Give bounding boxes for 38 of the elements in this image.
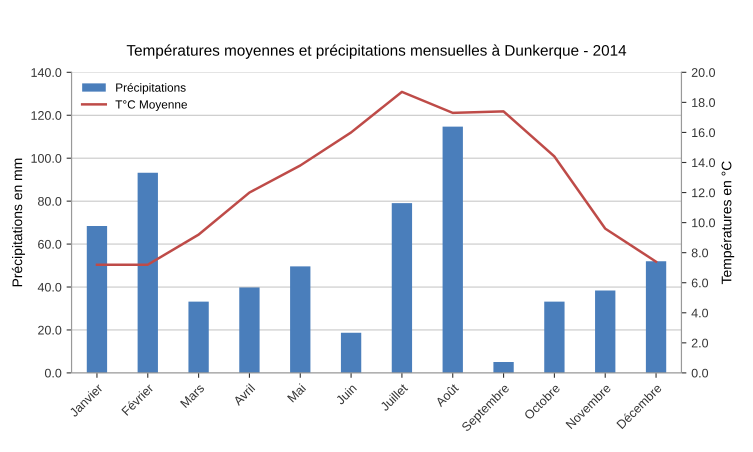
y-tick-label: 140.0	[31, 68, 62, 77]
bar	[340, 332, 362, 373]
y2-tick-label: 8.0	[692, 248, 708, 258]
bar	[138, 172, 158, 373]
x-tick-label: Juin	[335, 383, 358, 406]
y-axis-title: Précipitations en mm	[12, 158, 25, 286]
bar	[595, 290, 616, 373]
bar	[493, 362, 514, 373]
y-tick-label: 120.0	[31, 111, 62, 120]
bar	[86, 226, 108, 373]
y-tick-label: 80.0	[38, 196, 62, 206]
bar	[239, 287, 260, 373]
y2-tick-label: 16.0	[692, 128, 716, 138]
y2-tick-label: 12.0	[692, 188, 716, 198]
y2-tick-label: 2.0	[692, 338, 708, 348]
y-tick-label: 40.0	[38, 282, 62, 292]
bar	[392, 203, 412, 373]
y-tick-label: 100.0	[31, 154, 62, 163]
chart-title: Températures moyennes et précipitations mensuelles à Dunkerque - 2014	[126, 44, 626, 59]
y2-tick-label: 6.0	[692, 278, 708, 288]
y2-tick-label: 0.0	[692, 368, 708, 378]
y2-tick-label: 20.0	[692, 68, 716, 77]
y2-tick-label: 4.0	[691, 308, 708, 318]
legend-label: T°C Moyenne	[115, 100, 187, 111]
bar	[544, 302, 565, 373]
y2-axis-title: Températures en °C	[721, 161, 734, 284]
y2-tick-label: 14.0	[692, 158, 716, 168]
y2-tick-label: 18.0	[692, 98, 716, 108]
y-tick-label: 60.0	[38, 240, 62, 249]
bar	[442, 126, 463, 373]
bar	[646, 261, 666, 373]
y2-tick-label: 10.0	[692, 218, 716, 228]
y-tick-label: 0.0	[44, 368, 62, 378]
x-tick-label: Mai	[286, 383, 306, 403]
bar	[188, 302, 209, 373]
legend-label: Précipitations	[116, 82, 186, 94]
bar	[290, 266, 310, 373]
y-tick-label: 20.0	[38, 326, 62, 335]
